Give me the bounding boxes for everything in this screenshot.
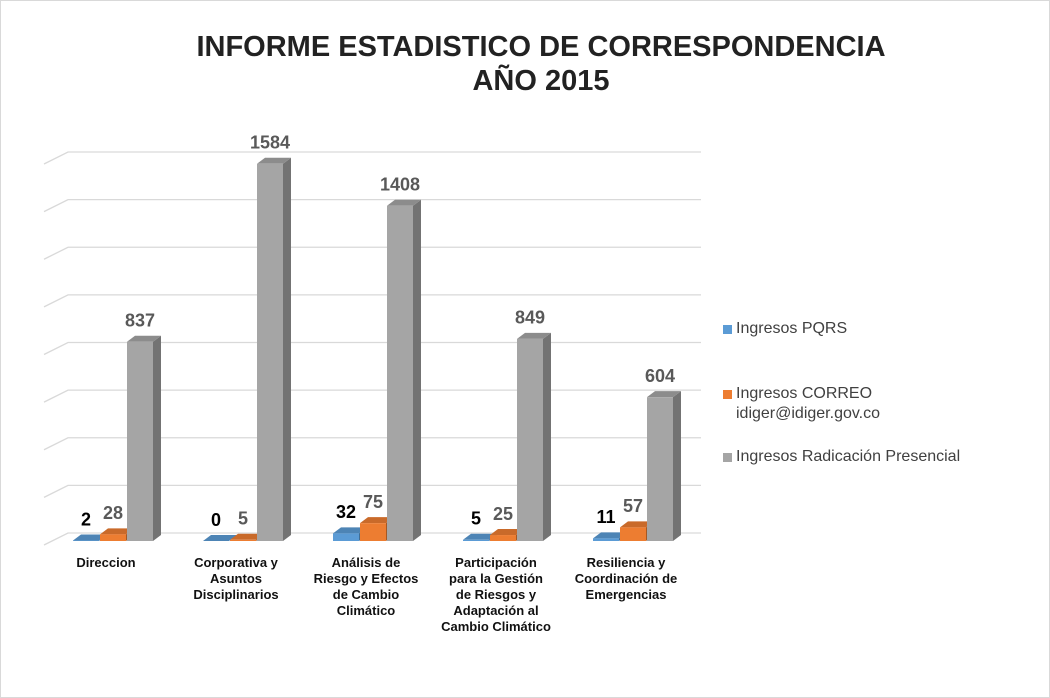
bar-front bbox=[333, 533, 359, 541]
bar bbox=[203, 535, 237, 541]
data-label: 5 bbox=[471, 509, 481, 529]
bar-top bbox=[127, 335, 161, 342]
bar-front bbox=[387, 205, 413, 541]
data-label: 604 bbox=[645, 366, 675, 386]
bar-front bbox=[463, 539, 489, 541]
data-label: 1408 bbox=[380, 174, 420, 194]
bar-front bbox=[127, 341, 153, 541]
bar bbox=[127, 335, 161, 541]
data-label: 1584 bbox=[250, 133, 290, 153]
bar-top bbox=[73, 534, 107, 541]
bar-top bbox=[360, 517, 394, 524]
x-tick-label: Participación para la Gestión de Riesgos… bbox=[441, 555, 551, 634]
bar-front bbox=[100, 534, 126, 541]
bar-front bbox=[490, 535, 516, 541]
bar-front bbox=[647, 397, 673, 541]
grid-line bbox=[43, 198, 701, 213]
bar bbox=[387, 199, 421, 541]
bar-side bbox=[153, 335, 161, 541]
bar-front bbox=[517, 338, 543, 541]
legend-swatch bbox=[723, 325, 732, 334]
bar-top bbox=[517, 332, 551, 339]
grid-line bbox=[43, 294, 701, 308]
x-tick-label: Resiliencia y Coordinación de Emergencia… bbox=[574, 555, 678, 602]
bar-front bbox=[257, 163, 283, 541]
data-label: 32 bbox=[336, 502, 356, 522]
bar-front bbox=[230, 539, 256, 541]
data-label: 2 bbox=[81, 509, 91, 529]
x-tick-label: Análisis de Riesgo y Efectos de Cambio C… bbox=[313, 555, 419, 618]
bar-side bbox=[673, 391, 681, 541]
legend-swatch bbox=[723, 453, 732, 462]
data-label: 11 bbox=[596, 507, 615, 527]
grid-line bbox=[43, 341, 701, 356]
bar-side bbox=[283, 157, 291, 541]
bar-side bbox=[543, 332, 551, 541]
bar-top bbox=[593, 532, 627, 539]
grid-line bbox=[43, 484, 701, 498]
x-tick-label: Direccion bbox=[76, 555, 136, 570]
data-label: 57 bbox=[623, 496, 643, 516]
bar-top bbox=[463, 533, 497, 540]
bar-top bbox=[490, 529, 524, 536]
bar-top bbox=[387, 199, 421, 206]
data-label: 0 bbox=[211, 510, 221, 530]
bar-top bbox=[203, 535, 237, 541]
x-tick-label: Corporativa y Asuntos Disciplinarios bbox=[193, 555, 279, 602]
bar-front bbox=[360, 523, 386, 541]
chart-title: INFORME ESTADISTICO DE CORRESPONDENCIA bbox=[196, 31, 886, 63]
legend-item: Ingresos Radicación Presencial bbox=[723, 447, 1023, 467]
data-label: 837 bbox=[125, 310, 155, 330]
bar-top bbox=[230, 533, 264, 540]
legend-item: Ingresos PQRS bbox=[723, 319, 1023, 339]
legend-label: Ingresos Radicación Presencial bbox=[736, 448, 961, 465]
bar-front bbox=[593, 538, 619, 541]
chart-subtitle: AÑO 2015 bbox=[472, 65, 610, 97]
legend-label: Ingresos CORREO idiger@idiger.gov.co bbox=[736, 385, 881, 422]
data-label: 25 bbox=[493, 504, 513, 524]
bar-top bbox=[100, 528, 134, 535]
bar-side bbox=[413, 199, 421, 541]
legend-item: Ingresos CORREO idiger@idiger.gov.co bbox=[723, 384, 1023, 424]
bar-front bbox=[620, 527, 646, 541]
bar-top bbox=[647, 391, 681, 398]
data-label: 5 bbox=[238, 509, 248, 529]
bar bbox=[517, 332, 551, 541]
grid-line bbox=[43, 246, 701, 260]
bar-top bbox=[620, 521, 654, 528]
legend-swatch bbox=[723, 390, 732, 399]
bar bbox=[647, 391, 681, 541]
grid-line bbox=[43, 389, 701, 403]
legend-label: Ingresos PQRS bbox=[736, 320, 848, 337]
data-label: 75 bbox=[363, 492, 383, 512]
bar bbox=[257, 157, 291, 541]
bar-top bbox=[257, 157, 291, 164]
grid-line bbox=[43, 151, 701, 165]
data-label: 849 bbox=[515, 308, 545, 328]
grid-line bbox=[43, 532, 701, 546]
data-label: 28 bbox=[103, 503, 123, 523]
bar-top bbox=[333, 527, 367, 534]
grid-line bbox=[43, 437, 701, 451]
